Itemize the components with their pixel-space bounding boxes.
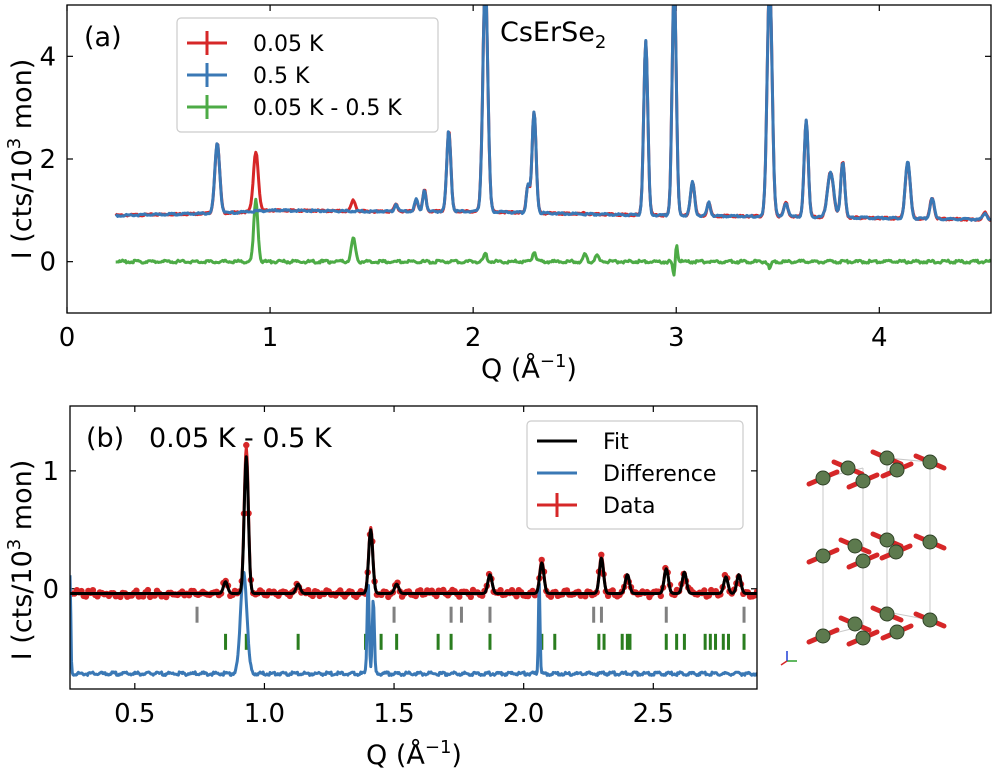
panel-b-ylabel: I (cts/103 mon): [4, 460, 38, 661]
er-atom: [922, 612, 938, 628]
er-atom: [815, 628, 831, 644]
crystal-structure-illustration: [780, 449, 947, 666]
er-atom: [855, 630, 871, 646]
panel-a: 0 1 2 3 4 0 2 4 (a) CsErSe2 0.05 K 0.5 K 0.05 K -…: [4, 4, 992, 385]
er-atom: [855, 553, 871, 569]
panel-b-legend: Fit Difference Data: [526, 420, 744, 530]
panel-b-xlabel: Q (Å−1): [366, 737, 462, 771]
series-line-2: [115, 197, 991, 277]
legend-entry-label: 0.5 K: [253, 64, 310, 89]
panel-b-title: 0.05 K - 0.5 K: [149, 423, 333, 454]
data-point: [243, 441, 250, 449]
er-atom: [815, 470, 831, 486]
panel-a-legend: 0.05 K 0.5 K 0.05 K - 0.5 K: [176, 17, 439, 133]
panel-b: 0.5 1.0 1.5 2.0 2.5 0 1 (b) 0.05 K - 0.5 K Fit…: [4, 405, 758, 771]
panel-b-label: (b): [86, 423, 124, 454]
x-tick-label: 0: [59, 323, 76, 353]
er-atom: [847, 616, 863, 632]
data-point: [467, 593, 474, 600]
legend-entry-label: Data: [603, 494, 656, 519]
x-tick-label: 2: [465, 323, 482, 353]
data-point: [144, 586, 152, 594]
axes-triad-icon: [780, 651, 797, 666]
legend-entry-label: 0.05 K - 0.5 K: [253, 96, 402, 121]
er-atom: [889, 624, 905, 640]
x-tick-label: 2.0: [503, 699, 544, 729]
er-atom: [922, 534, 938, 550]
panel-a-xlabel: Q (Å−1): [481, 351, 577, 385]
y-tick-label: 4: [39, 42, 56, 72]
y-tick-label: 0: [42, 575, 59, 605]
series-line-1: [114, 5, 991, 222]
legend-entry-label: Difference: [603, 462, 716, 487]
x-tick-label: 1.0: [244, 699, 285, 729]
panel-b-frame: [69, 405, 758, 690]
x-tick-label: 1.5: [373, 699, 414, 729]
x-tick-label: 2.5: [633, 699, 674, 729]
er-atom: [879, 606, 895, 622]
x-tick-label: 3: [668, 323, 685, 353]
legend-entry-label: Fit: [603, 430, 629, 455]
er-atom: [879, 450, 895, 466]
panel-a-frame: [66, 4, 992, 314]
data-point: [598, 551, 605, 558]
legend-entry-label: 0.05 K: [253, 32, 324, 57]
x-tick-label: 4: [871, 323, 888, 353]
er-atom: [922, 454, 938, 470]
er-atom: [855, 473, 871, 489]
x-tick-label: 0.5: [114, 699, 155, 729]
er-atom: [847, 538, 863, 554]
panel-a-label: (a): [84, 22, 122, 53]
y-tick-label: 0: [39, 248, 56, 278]
data-point: [538, 556, 545, 564]
er-atom: [879, 532, 895, 548]
x-tick-label: 1: [262, 323, 279, 353]
series-line-1: [70, 571, 757, 677]
panel-a-ylabel: I (cts/103 mon): [4, 59, 38, 260]
y-tick-label: 2: [39, 145, 56, 175]
er-atom: [889, 462, 905, 478]
er-atom: [840, 460, 856, 476]
er-atom: [815, 548, 831, 564]
y-tick-label: 1: [42, 457, 59, 487]
panel-a-title: CsErSe2: [500, 17, 606, 53]
series-line-0: [70, 455, 757, 595]
er-atom: [888, 544, 904, 560]
